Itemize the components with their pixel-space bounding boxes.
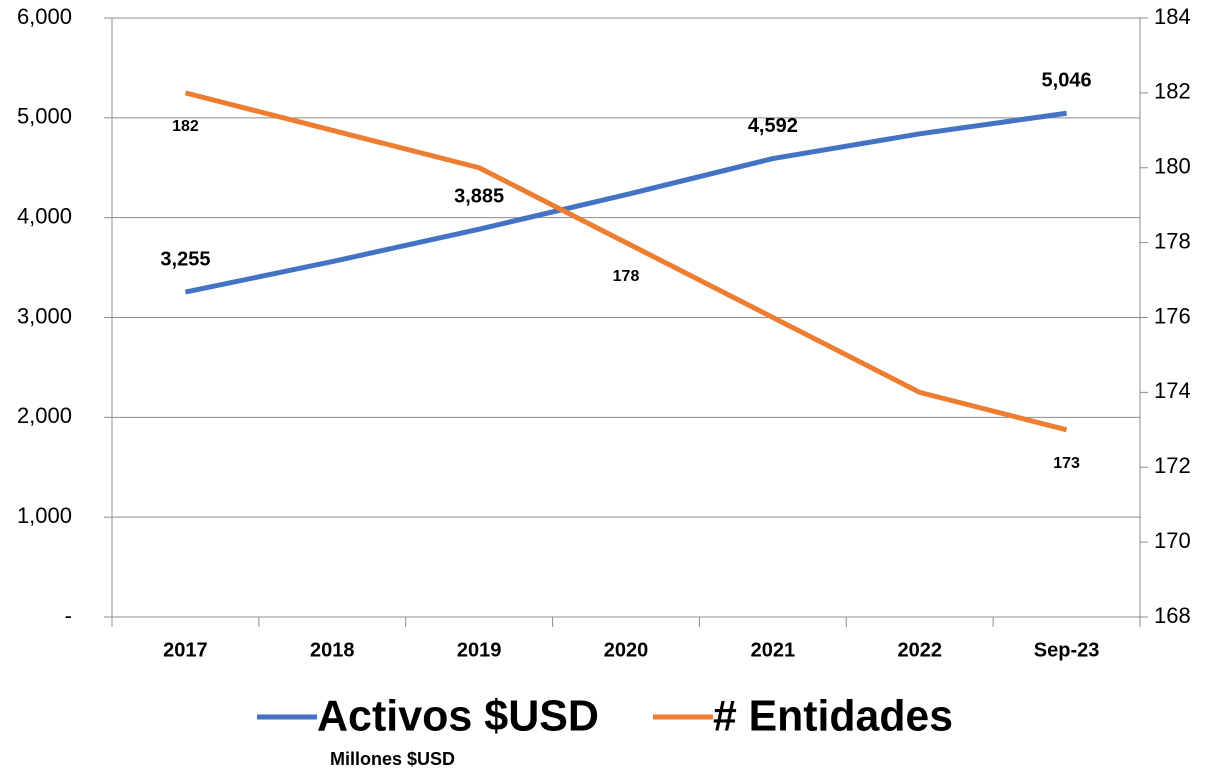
y2-tick-label: 170	[1154, 528, 1191, 553]
legend-label: # Entidades	[713, 692, 953, 741]
y-tick-label: 1,000	[17, 503, 72, 528]
y2-tick-label: 182	[1154, 79, 1191, 104]
data-label: 5,046	[1042, 70, 1092, 92]
y2-tick-label: 178	[1154, 228, 1191, 253]
data-label: 3,885	[454, 185, 504, 207]
data-label: 182	[172, 118, 199, 135]
y2-tick-label: 180	[1154, 154, 1191, 179]
x-tick-label: 2018	[310, 639, 355, 661]
data-label: 3,255	[160, 248, 210, 270]
x-tick-label: 2020	[604, 639, 649, 661]
y-tick-label: 3,000	[17, 303, 72, 328]
y2-tick-label: 184	[1154, 4, 1191, 29]
y2-tick-label: 168	[1154, 603, 1191, 628]
x-tick-label: 2022	[897, 639, 942, 661]
x-tick-label: 2021	[751, 639, 796, 661]
x-tick-label: 2019	[457, 639, 502, 661]
y-tick-label: 2,000	[17, 403, 72, 428]
y2-tick-label: 176	[1154, 303, 1191, 328]
y-tick-label: 4,000	[17, 203, 72, 228]
data-label: 173	[1053, 455, 1080, 472]
y-tick-label: 6,000	[17, 4, 72, 29]
legend-label: Activos $USD	[317, 692, 599, 741]
series-line	[184, 110, 1067, 295]
y-tick-label: -	[65, 603, 72, 628]
y-tick-label: 5,000	[17, 104, 72, 129]
y2-tick-label: 172	[1154, 453, 1191, 478]
data-label: 4,592	[748, 115, 798, 137]
y2-tick-label: 174	[1154, 378, 1191, 403]
series-line	[184, 90, 1068, 433]
data-label: 178	[613, 268, 640, 285]
x-tick-label: 2017	[163, 639, 208, 661]
x-tick-label: Sep-23	[1034, 639, 1100, 661]
annotation: Millones $USD	[330, 749, 455, 769]
